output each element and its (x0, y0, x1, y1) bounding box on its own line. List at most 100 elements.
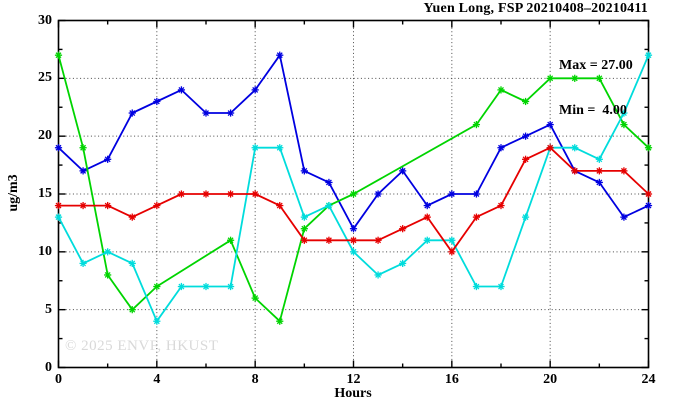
point-marker (522, 133, 529, 140)
point-marker (424, 202, 431, 209)
point-marker (55, 214, 62, 221)
point-marker (498, 283, 504, 290)
point-marker (153, 202, 160, 209)
point-marker (350, 225, 357, 232)
point-marker (252, 191, 259, 197)
x-tick-label-16: 16 (444, 372, 459, 387)
point-marker (129, 110, 136, 116)
series-blue-markers (54, 51, 653, 233)
point-marker (55, 202, 62, 209)
point-marker (645, 202, 652, 209)
point-marker (375, 237, 382, 244)
y-tick-label-20: 20 (38, 128, 52, 144)
point-marker (276, 318, 283, 325)
point-marker (301, 167, 308, 174)
point-marker (596, 167, 603, 174)
point-marker (498, 202, 504, 209)
point-marker (203, 283, 209, 290)
point-marker (104, 272, 111, 278)
point-marker (301, 214, 308, 221)
point-marker (276, 202, 283, 209)
point-marker (55, 52, 62, 59)
point-marker (178, 283, 185, 290)
point-marker (80, 202, 87, 209)
point-marker (596, 179, 603, 186)
point-marker (227, 283, 234, 290)
point-marker (153, 318, 160, 325)
point-marker (104, 248, 111, 255)
series-red-line (58, 146, 650, 253)
point-marker (129, 214, 136, 221)
point-marker (448, 191, 455, 197)
x-axis-title: Hours (334, 386, 372, 401)
point-marker (350, 237, 357, 244)
x-tick-label-24: 24 (641, 372, 656, 387)
point-marker (252, 86, 259, 93)
x-tick-label-0: 0 (55, 372, 62, 387)
point-marker (571, 167, 578, 174)
point-marker (350, 248, 357, 255)
point-marker (571, 144, 578, 151)
point-marker (399, 167, 406, 174)
point-marker (498, 144, 504, 151)
y-tick-label-5: 5 (45, 301, 52, 317)
point-marker (325, 237, 332, 244)
point-marker (325, 179, 332, 186)
point-marker (448, 237, 455, 244)
point-marker (473, 191, 480, 197)
x-tick-label-12: 12 (346, 372, 361, 387)
point-marker (596, 75, 603, 82)
point-marker (547, 144, 554, 151)
point-marker (399, 260, 406, 267)
point-marker (424, 237, 431, 244)
point-marker (178, 86, 185, 93)
point-marker (129, 260, 136, 267)
point-marker (645, 144, 652, 151)
point-marker (276, 144, 283, 151)
point-marker (178, 191, 185, 197)
point-marker (645, 52, 652, 59)
point-marker (375, 272, 382, 278)
min-value-label: Min = 4.00 (559, 103, 627, 118)
point-marker (80, 167, 87, 174)
point-marker (104, 202, 111, 209)
point-marker (620, 121, 627, 128)
point-marker (571, 75, 578, 82)
y-tick-label-10: 10 (38, 243, 52, 259)
point-marker (104, 156, 111, 163)
point-marker (547, 121, 554, 128)
point-marker (227, 191, 234, 197)
point-marker (620, 167, 627, 174)
point-marker (547, 75, 554, 82)
point-marker (473, 121, 480, 128)
point-marker (645, 191, 652, 197)
point-marker (55, 144, 62, 151)
point-marker (473, 214, 480, 221)
y-tick-label-25: 25 (38, 70, 52, 86)
point-marker (399, 225, 406, 232)
max-value-label: Max = 27.00 (559, 58, 633, 73)
point-marker (227, 237, 234, 244)
series-red-markers (54, 144, 653, 256)
point-marker (473, 283, 480, 290)
point-marker (203, 110, 209, 116)
y-tick-label-15: 15 (38, 186, 52, 201)
point-marker (129, 306, 136, 313)
point-marker (522, 214, 529, 221)
point-marker (203, 191, 209, 197)
point-marker (498, 86, 504, 93)
series-red (54, 144, 653, 256)
point-marker (522, 156, 529, 163)
y-tick-label-30: 30 (38, 12, 52, 28)
point-marker (596, 156, 603, 163)
x-tick-label-8: 8 (251, 372, 259, 387)
point-marker (252, 295, 259, 302)
x-tick-label-4: 4 (153, 372, 161, 387)
point-marker (522, 98, 529, 105)
watermark: © 2025 ENVF, HKUST (65, 338, 219, 354)
point-marker (153, 283, 160, 290)
point-marker (424, 214, 431, 221)
maxmin-annotation: Max = 27.00 Min = 4.00 (559, 28, 633, 148)
